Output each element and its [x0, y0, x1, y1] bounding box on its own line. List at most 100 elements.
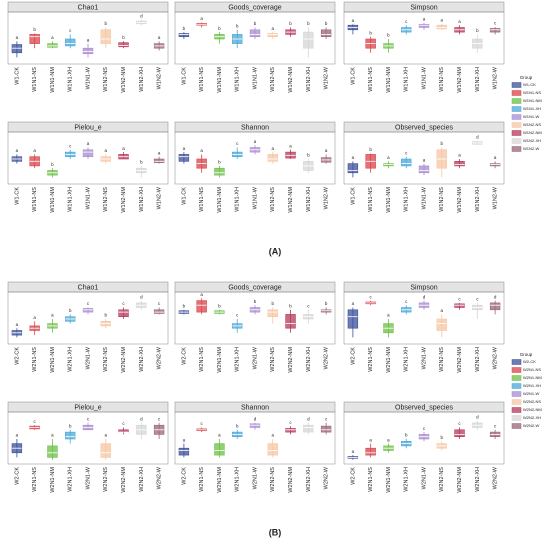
legend-label: W2N2-NM	[523, 407, 542, 412]
x-tick-label: W1N1-NS	[32, 187, 38, 212]
x-tick-label: W2N1-NS	[199, 347, 205, 372]
x-tick-label: W2N1-XH	[68, 347, 74, 372]
panel-title: Pielou_e	[74, 404, 101, 411]
significance-letter: c	[458, 297, 461, 302]
significance-letter: a	[387, 437, 390, 442]
box	[214, 443, 225, 456]
x-tick-label: W1N1-NM	[217, 67, 223, 93]
x-tick-label: W1N2-XH	[306, 187, 312, 212]
significance-letter: c	[476, 297, 479, 302]
legend-label: W1N1-XH	[523, 106, 541, 111]
box	[454, 161, 465, 167]
significance-letter: b	[140, 160, 143, 165]
x-tick-label: W2-CK	[14, 347, 20, 365]
box	[65, 38, 76, 47]
legend-swatch	[511, 82, 522, 88]
legend-swatch	[511, 391, 522, 397]
significance-letter: b	[236, 423, 239, 428]
legend-swatch	[511, 146, 522, 152]
box	[153, 158, 165, 163]
x-tick-label: W1N1-XH	[235, 67, 241, 92]
significance-letter: d	[140, 294, 143, 299]
significance-letter: c	[87, 417, 90, 422]
x-tick-label: W1-CK	[350, 67, 356, 85]
x-tick-label: W2N1-NS	[368, 467, 374, 492]
significance-letter: b	[289, 21, 292, 26]
x-tick-label: W2N2-NS	[439, 467, 445, 492]
significance-letter: c	[494, 423, 497, 428]
significance-letter: d	[307, 417, 310, 422]
x-tick-label: W2N2-NS	[103, 347, 109, 372]
significance-letter: b	[218, 303, 221, 308]
legend-swatch	[511, 415, 522, 421]
x-tick-label: W2N1-W	[421, 466, 427, 489]
panel-title: Chao1	[78, 284, 99, 291]
significance-letter: a	[200, 292, 203, 297]
significance-letter: a	[105, 148, 108, 153]
x-tick-label: W1N1-NM	[386, 67, 392, 93]
x-tick-label: W2N2-NM	[288, 467, 294, 493]
x-tick-label: W1N2-NS	[270, 187, 276, 212]
significance-letter: c	[423, 426, 426, 431]
plot-frame	[7, 131, 169, 185]
significance-letter: c	[307, 303, 310, 308]
box	[489, 302, 501, 311]
x-tick-label: W2N2-W	[157, 346, 163, 369]
significance-letter: a	[325, 148, 328, 153]
significance-letter: d	[476, 134, 479, 139]
box	[454, 303, 465, 308]
significance-letter: a	[16, 322, 19, 327]
significance-letter: a	[272, 433, 275, 438]
x-tick-label: W2N2-NS	[439, 347, 445, 372]
box	[267, 309, 278, 317]
significance-letter: d	[423, 294, 426, 299]
legend-swatch	[511, 122, 522, 128]
x-tick-label: W1N1-XH	[68, 67, 74, 92]
plot-frame	[7, 411, 169, 465]
panel-title: Observed_species	[395, 404, 453, 411]
legend-swatch	[511, 130, 522, 136]
legend-swatch	[511, 367, 522, 373]
significance-letter: a	[458, 19, 461, 24]
plot-frame	[174, 11, 336, 65]
x-tick-label: W1N2-W	[493, 186, 499, 209]
significance-letter: a	[183, 437, 186, 442]
box	[100, 443, 111, 458]
legend-title: Group	[520, 75, 533, 80]
plot-frame	[7, 11, 169, 65]
significance-letter: a	[87, 141, 90, 146]
significance-letter: c	[69, 28, 72, 33]
x-tick-label: W2N1-W	[421, 346, 427, 369]
x-tick-label: W1-CK	[181, 67, 187, 85]
significance-letter: c	[201, 421, 204, 426]
box	[267, 154, 278, 162]
significance-letter: a	[352, 449, 355, 454]
x-tick-label: W1N2-W	[493, 66, 499, 89]
x-tick-label: W1N2-XH	[139, 187, 145, 212]
plot-frame	[343, 11, 505, 65]
x-tick-label: W1N2-NM	[288, 187, 294, 213]
plot-frame	[343, 131, 505, 185]
x-tick-label: W2N1-NS	[368, 347, 374, 372]
x-tick-label: W1N1-W	[252, 186, 258, 209]
significance-letter: b	[218, 160, 221, 165]
x-tick-label: W2N1-NM	[386, 467, 392, 493]
panel-title: Goods_coverage	[228, 284, 281, 291]
significance-letter: b	[387, 33, 390, 38]
x-tick-label: W2N1-NM	[386, 347, 392, 373]
legend-label: W1N2-XH	[523, 138, 541, 143]
significance-letter: a	[272, 26, 275, 31]
x-tick-label: W1N1-W	[421, 186, 427, 209]
significance-letter: b	[33, 27, 36, 32]
significance-letter: c	[405, 150, 408, 155]
legend-swatch	[511, 407, 522, 413]
x-tick-label: W2N2-W	[493, 346, 499, 369]
panel-title: Shannon	[241, 124, 269, 131]
x-tick-label: W2N1-W	[85, 346, 91, 369]
significance-letter: c	[122, 421, 125, 426]
significance-letter: b	[254, 299, 257, 304]
significance-letter: a	[200, 16, 203, 21]
panel-title: Goods_coverage	[228, 4, 281, 11]
x-tick-label: W1N1-NS	[368, 67, 374, 92]
legend-label: W2N1-NM	[523, 375, 542, 380]
